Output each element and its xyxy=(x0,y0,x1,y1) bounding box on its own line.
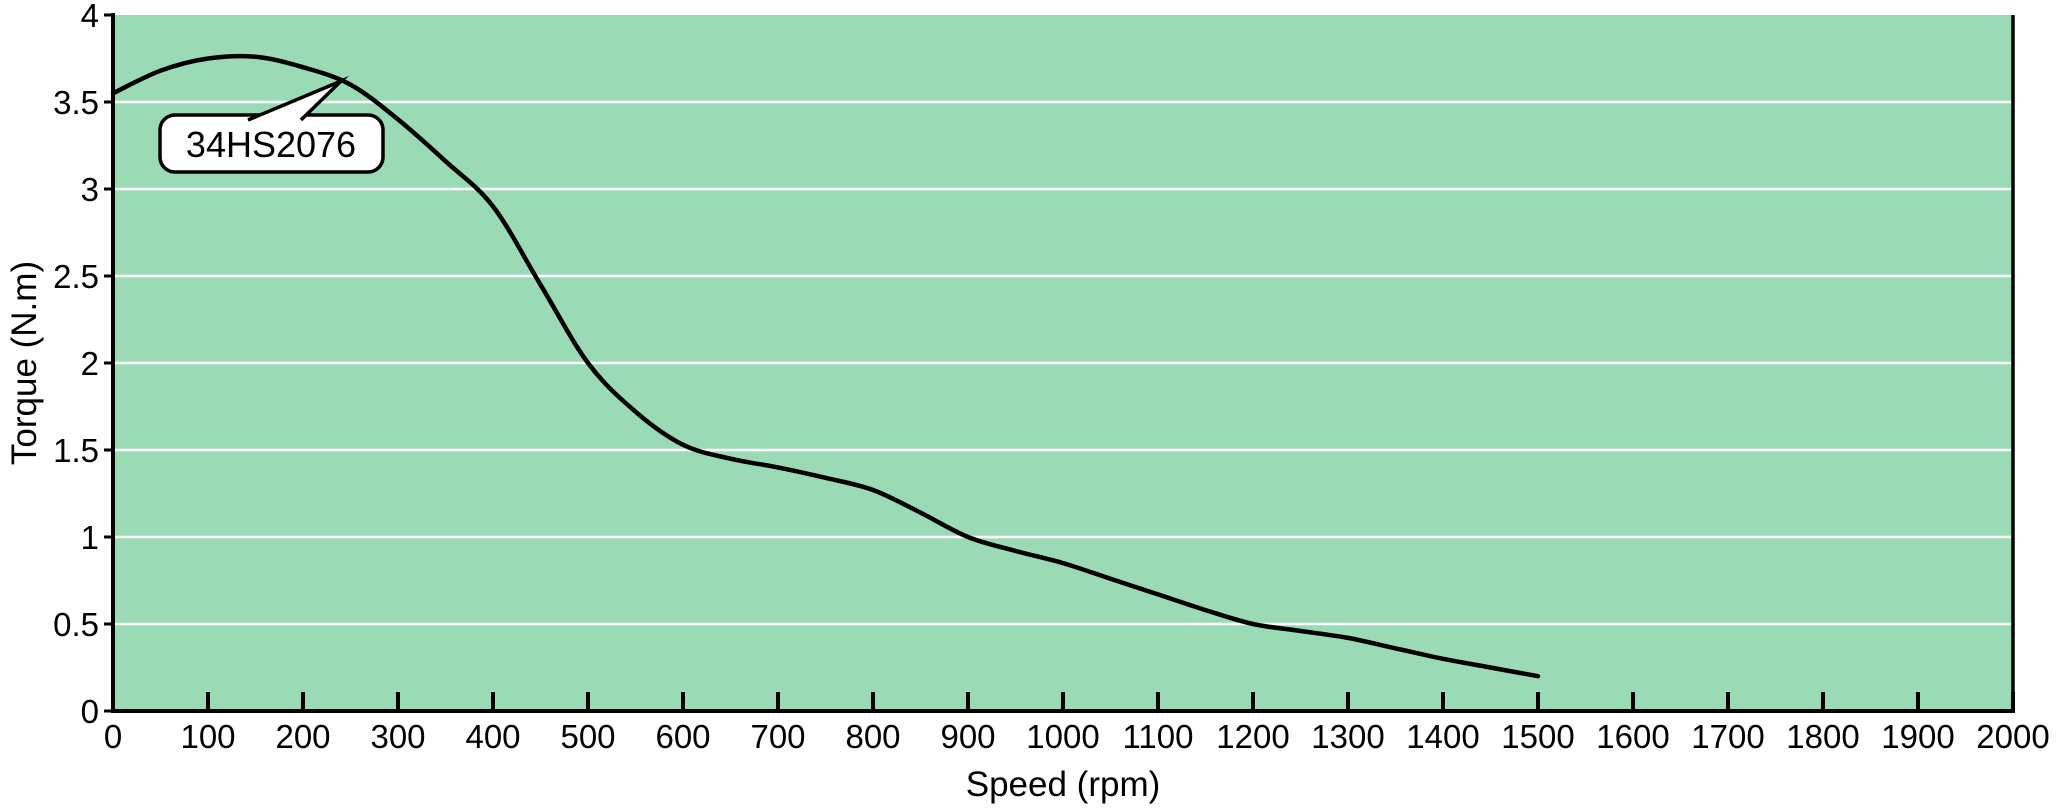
x-tick-label: 1100 xyxy=(1123,718,1194,755)
x-tick-label: 900 xyxy=(940,718,995,755)
x-tick-label: 300 xyxy=(370,718,425,755)
x-tick-label: 1300 xyxy=(1311,718,1384,755)
x-tick-label: 1000 xyxy=(1026,718,1099,755)
x-tick-label: 100 xyxy=(180,718,235,755)
y-tick-label: 3 xyxy=(81,171,99,208)
x-tick-label: 1200 xyxy=(1216,718,1289,755)
x-tick-label: 500 xyxy=(560,718,615,755)
x-tick-label: 600 xyxy=(655,718,710,755)
y-tick-label: 3.5 xyxy=(53,84,99,121)
x-tick-label: 0 xyxy=(104,718,122,755)
chart-base-layer: 0 100 200 300 400 500 600 700 800 900 1000 1100 1200… xyxy=(53,0,2050,755)
x-tick-label: 1500 xyxy=(1501,718,1574,755)
x-tick-label: 1400 xyxy=(1406,718,1479,755)
torque-curve xyxy=(110,53,1541,679)
x-tick-label: 2000 xyxy=(1976,718,2049,755)
y-axis-title: Torque (N.m) xyxy=(5,261,44,465)
x-tick-label: 200 xyxy=(275,718,330,755)
y-tick-label: 2 xyxy=(81,345,99,382)
y-tick-label: 0.5 xyxy=(53,606,99,643)
x-tick-label: 1600 xyxy=(1596,718,1669,755)
y-tick-label: 2.5 xyxy=(53,258,99,295)
y-tick-label: 1 xyxy=(81,519,99,556)
x-tick-label: 1900 xyxy=(1881,718,1954,755)
callout-label: 34HS2076 xyxy=(186,124,356,165)
x-tick-label: 1700 xyxy=(1691,718,1764,755)
y-tick-label: 0 xyxy=(81,693,99,730)
x-tick-label: 800 xyxy=(845,718,900,755)
x-tick-label: 700 xyxy=(750,718,805,755)
x-tick-label: 400 xyxy=(465,718,520,755)
y-tick-label: 4 xyxy=(81,0,99,34)
x-axis-title: Speed (rpm) xyxy=(966,765,1161,804)
y-tick-label: 1.5 xyxy=(53,432,99,469)
x-tick-label: 1800 xyxy=(1786,718,1859,755)
